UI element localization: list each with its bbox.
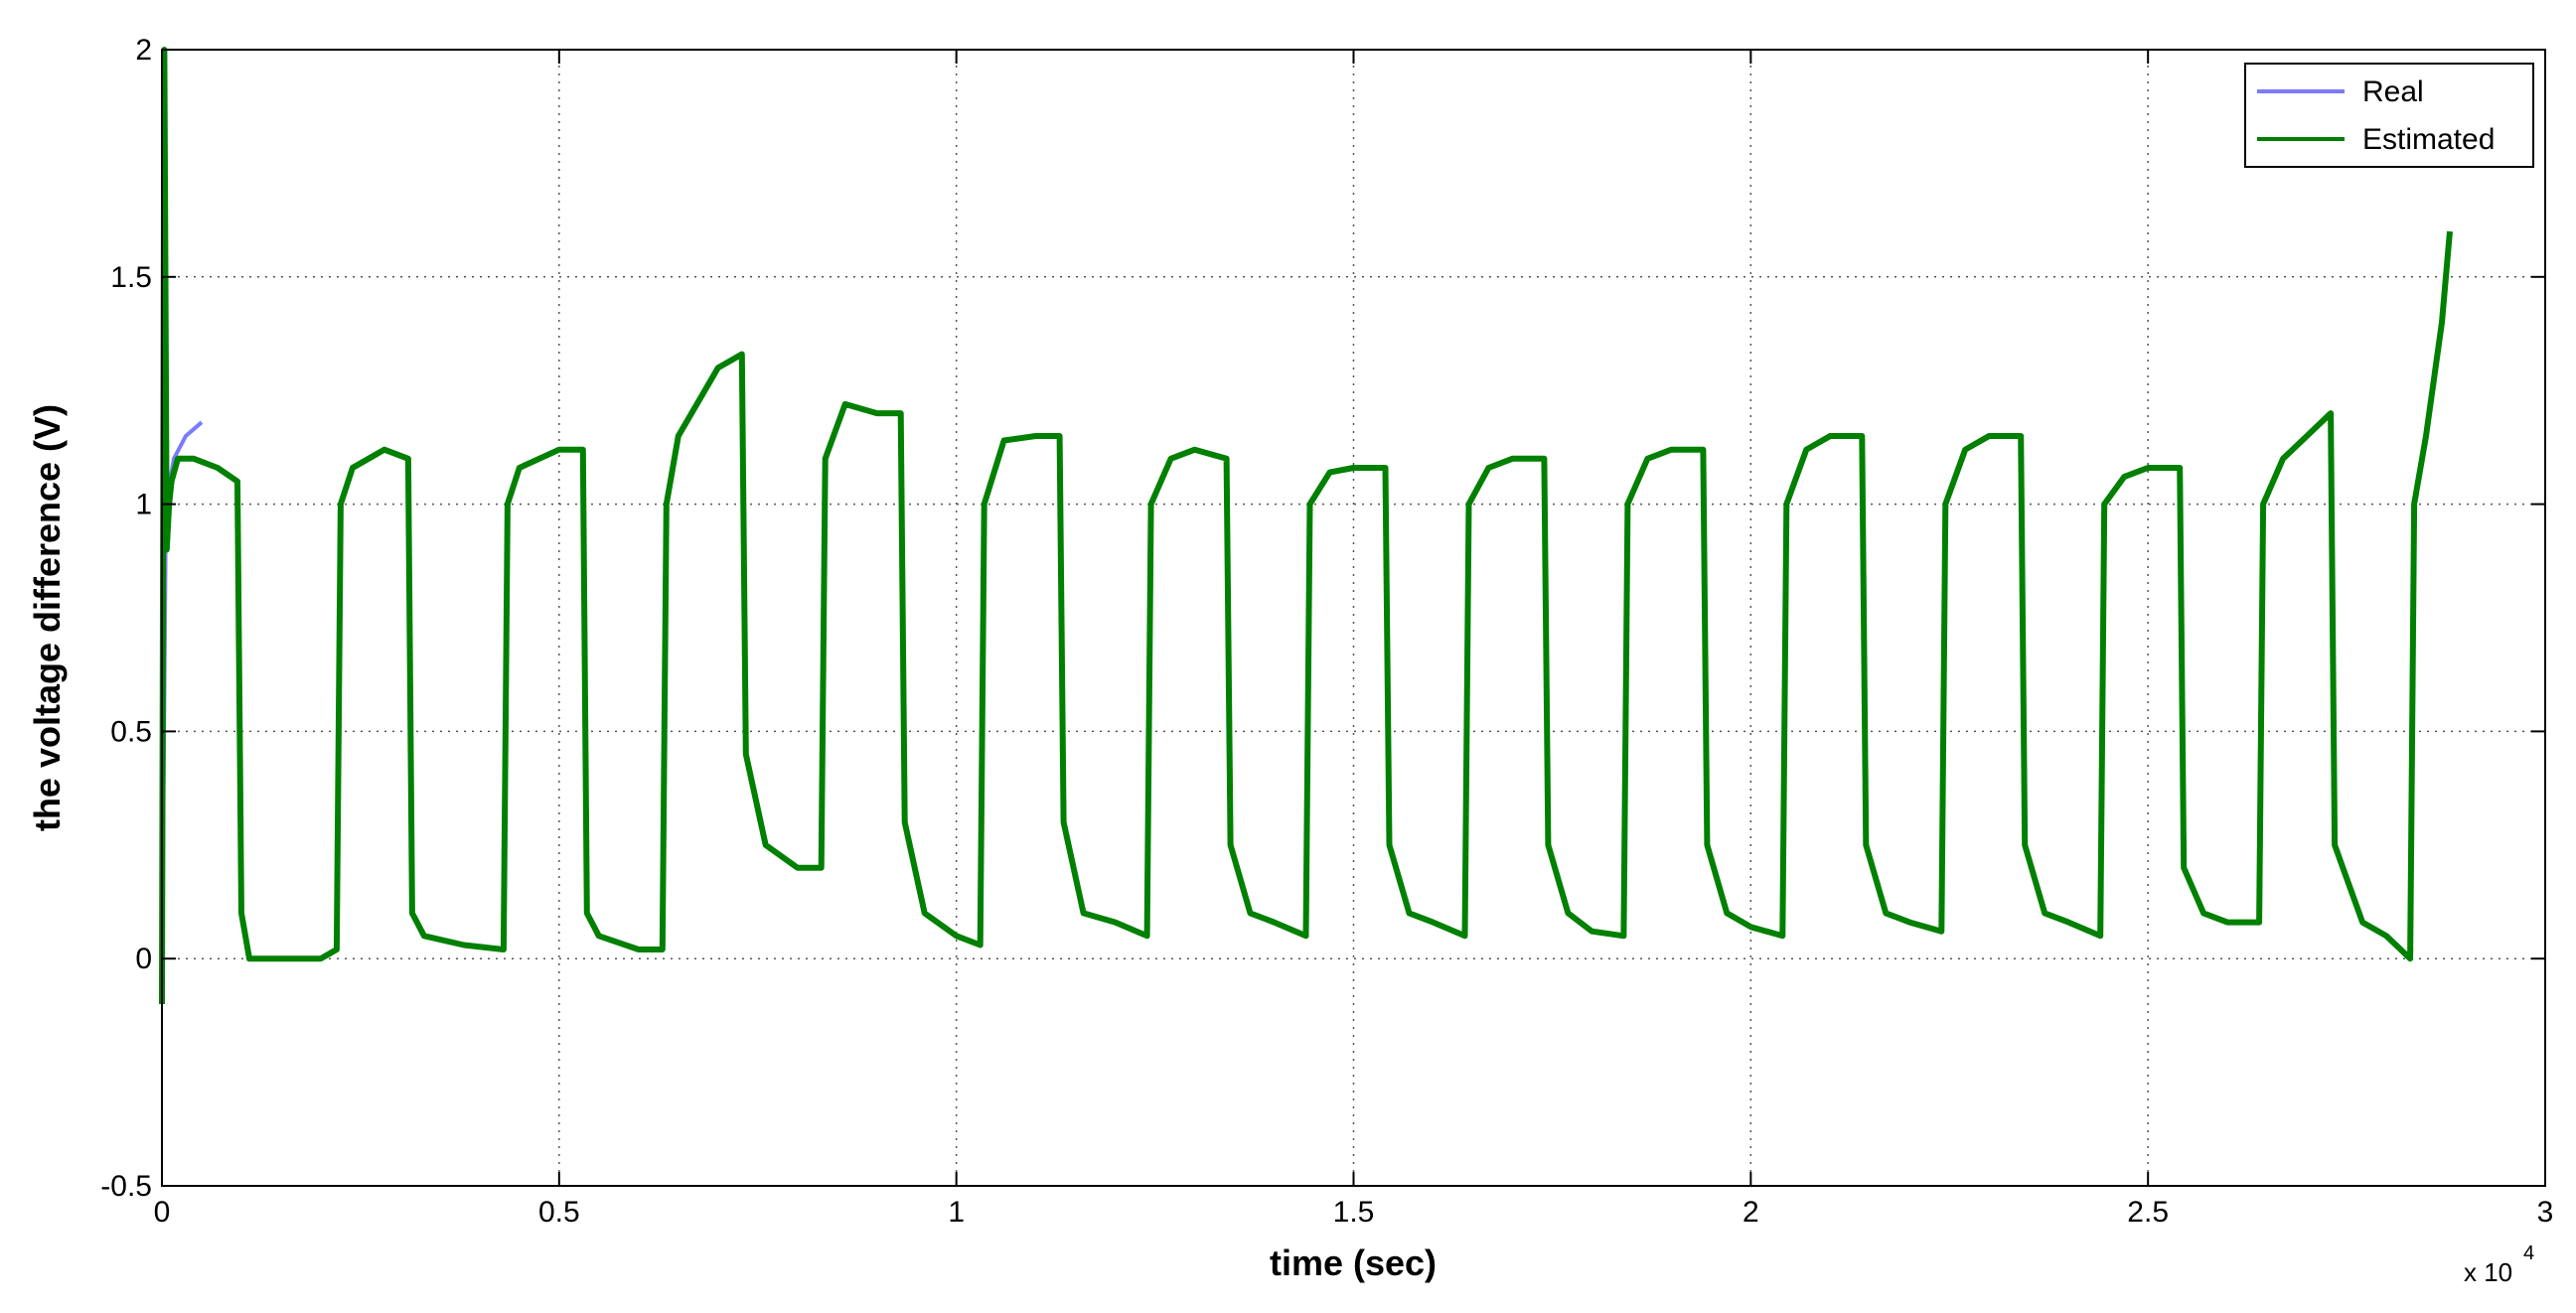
legend-box [2244,63,2534,168]
legend: Real Estimated [2244,63,2534,168]
y-tick-labels: -0.5 0 0.5 1 1.5 2 [100,34,152,1203]
x-tick-label: 3 [2537,1196,2554,1229]
series-layer [159,47,2453,1005]
x-tick-label: 2 [1743,1196,1759,1229]
y-tick-label: 2 [135,34,152,67]
grid [162,50,2545,1186]
x-tick-labels: 0 0.5 1 1.5 2 2.5 3 [154,1196,2554,1229]
x-tick-label: 0 [154,1196,171,1229]
x-multiplier-label: x 10 [2464,1257,2512,1287]
x-axis-label: time (sec) [1270,1242,1437,1283]
y-tick-label: 1.5 [110,261,152,294]
x-tick-label: 1 [948,1196,965,1229]
x-tick-label: 2.5 [2127,1196,2169,1229]
y-tick-label: 1 [135,489,152,521]
y-tick-label: 0.5 [110,715,152,748]
series-line-estimated [159,47,2453,1005]
y-axis-label: the voltage difference (V) [27,404,68,831]
x-multiplier-exponent: 4 [2523,1242,2534,1264]
legend-label-real: Real [2362,75,2424,108]
x-tick-label: 0.5 [538,1196,580,1229]
y-tick-label: 0 [135,943,152,975]
x-tick-label: 1.5 [1333,1196,1375,1229]
legend-label-estimated: Estimated [2362,123,2495,156]
plot-background [162,50,2545,1186]
ticks [161,49,2546,1187]
y-tick-label: -0.5 [100,1170,152,1203]
